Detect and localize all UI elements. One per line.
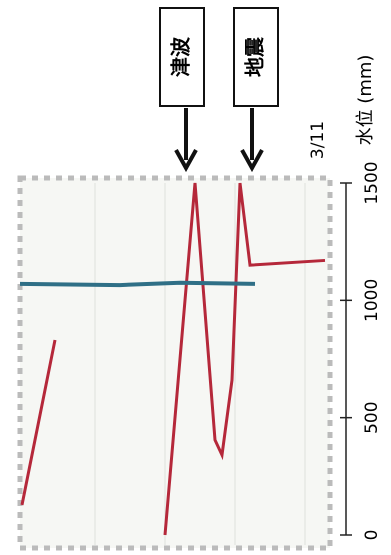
trace [20, 283, 255, 285]
annotation-tsunami: 津波 [160, 8, 204, 168]
annotation-label: 津波 [169, 36, 193, 77]
recorder-paper [20, 178, 330, 548]
y-tick-label: 0 [362, 530, 382, 541]
y-tick-label: 500 [362, 401, 382, 433]
y-axis-label: 水位 (mm) [355, 55, 376, 146]
annotation-earthquake: 地震 [234, 8, 278, 168]
date-label: 3/11 [308, 121, 328, 159]
chart: 津波 地震 3/11 水位 (mm) 0 500 1000 1500 [0, 0, 391, 555]
y-tick-label: 1000 [362, 279, 382, 322]
annotation-label: 地震 [243, 36, 267, 77]
y-tick-label: 1500 [362, 161, 382, 204]
